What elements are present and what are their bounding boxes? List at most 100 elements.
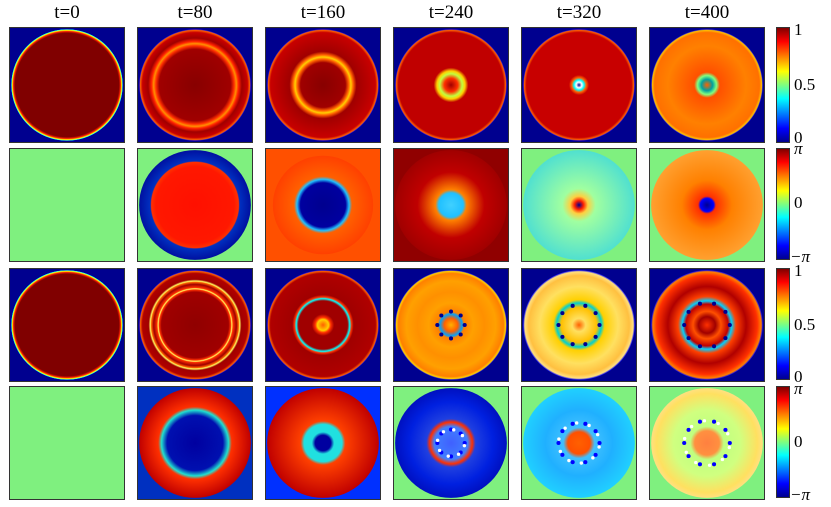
colorbar-4-tick-mid: 0	[794, 432, 803, 451]
panel-background	[10, 149, 124, 261]
vortex-dot	[682, 440, 687, 446]
panel-row4-col6	[649, 386, 765, 500]
disk-field	[139, 388, 251, 498]
disk-field	[139, 29, 251, 141]
vortex-dot	[458, 313, 463, 318]
colorbar-4-tick-bottom: −π	[790, 485, 810, 504]
column-title-t160: t=160	[300, 2, 346, 23]
vortex-dot	[557, 437, 561, 441]
vortex-dot	[583, 303, 588, 308]
vortex-dot	[446, 454, 450, 458]
disk-field	[267, 388, 379, 498]
vortex-dot	[689, 424, 694, 429]
panel-row1-col2	[137, 27, 253, 143]
vortex-dot	[593, 452, 598, 457]
vortex-dot	[560, 429, 565, 434]
panel-row3-col6	[649, 268, 765, 382]
vortex-dot	[697, 344, 703, 349]
vortex-dot	[583, 460, 588, 465]
vortex-dot	[570, 460, 575, 465]
panel-row4-col4	[393, 386, 509, 500]
disk-field	[523, 29, 635, 141]
vortex-dot	[448, 454, 454, 459]
vortex-dot	[460, 433, 465, 438]
panel-row3-col2	[137, 268, 253, 382]
vortex-dot	[462, 322, 467, 328]
vortex-dot	[597, 322, 602, 328]
panel-row4-col5	[521, 386, 637, 500]
vortex-dot	[462, 440, 467, 446]
vortex-dot	[720, 457, 725, 462]
vortex-dot	[697, 419, 703, 424]
vortex-dot	[723, 427, 728, 432]
vortex-dot	[456, 452, 461, 456]
vortex-dot	[556, 440, 561, 446]
colorbar-amplitude-2	[776, 268, 790, 380]
vortex-dot	[587, 423, 591, 428]
vortex-dot	[435, 438, 440, 443]
panel-row2-col5	[521, 148, 637, 262]
disk-field	[139, 150, 251, 260]
vortex-dot	[711, 301, 717, 306]
panel-row4-col2	[137, 386, 253, 500]
disk-field	[11, 270, 123, 380]
disk-field	[139, 270, 251, 380]
panel-row4-col3	[265, 386, 381, 500]
column-title-t400: t=400	[684, 2, 730, 23]
vortex-dot	[702, 419, 707, 423]
panel-row1-col5	[521, 27, 637, 143]
colorbar-1-tick-bottom: 0	[794, 128, 803, 147]
vortex-dot	[441, 430, 446, 434]
panel-row1-col4	[393, 27, 509, 143]
vortex-dot	[694, 460, 698, 465]
panel-row1-col1	[9, 27, 125, 143]
vortex-dot	[711, 419, 717, 424]
vortex-dot	[435, 322, 440, 328]
colorbar-3-tick-mid: 0.5	[794, 315, 816, 334]
disk-field	[523, 150, 635, 260]
vortex-dot	[726, 432, 730, 436]
column-title-t240: t=240	[428, 2, 474, 23]
disk-field	[272, 155, 374, 255]
disk-field	[651, 150, 763, 260]
vortex-dot	[570, 342, 575, 347]
disk-field	[651, 270, 763, 380]
vortex-dot	[597, 440, 602, 446]
vortex-dot	[437, 448, 442, 453]
vortex-dot	[593, 429, 598, 434]
vortex-dot	[716, 421, 720, 426]
vortex-dot	[579, 461, 584, 465]
panel-row4-col1	[9, 386, 125, 500]
vortex-dot	[448, 427, 454, 432]
colorbar-phase-2	[776, 386, 790, 498]
panel-row3-col3	[265, 268, 381, 382]
disk-field	[651, 388, 763, 498]
colorbar-1-tick-mid: 0.5	[794, 75, 816, 94]
vortex-dot	[435, 440, 440, 446]
panel-row3-col5	[521, 268, 637, 382]
panel-row3-col4	[393, 268, 509, 382]
vortex-dot	[583, 421, 588, 426]
vortex-dot	[682, 322, 687, 328]
disk-field	[395, 388, 507, 498]
panel-row2-col2	[137, 148, 253, 262]
vortex-dot	[711, 344, 717, 349]
vortex-dot	[560, 452, 565, 457]
vortex-dot	[686, 336, 691, 341]
vortex-dot	[595, 432, 600, 437]
vortex-dot	[558, 449, 563, 454]
vortex-dot	[727, 445, 732, 450]
colorbar-3-tick-bottom: 0	[794, 367, 803, 386]
panel-row2-col6	[649, 148, 765, 262]
column-title-t320: t=320	[556, 2, 602, 23]
vortex-dot	[723, 309, 728, 314]
vortex-dot	[682, 436, 687, 441]
vortex-dot	[597, 445, 601, 449]
vortex-dot	[686, 427, 691, 432]
disk-field	[523, 270, 635, 380]
vortex-dot	[458, 332, 463, 337]
colorbar-phase-1	[776, 148, 790, 260]
vortex-dot	[563, 426, 567, 430]
disk-field	[395, 270, 507, 380]
